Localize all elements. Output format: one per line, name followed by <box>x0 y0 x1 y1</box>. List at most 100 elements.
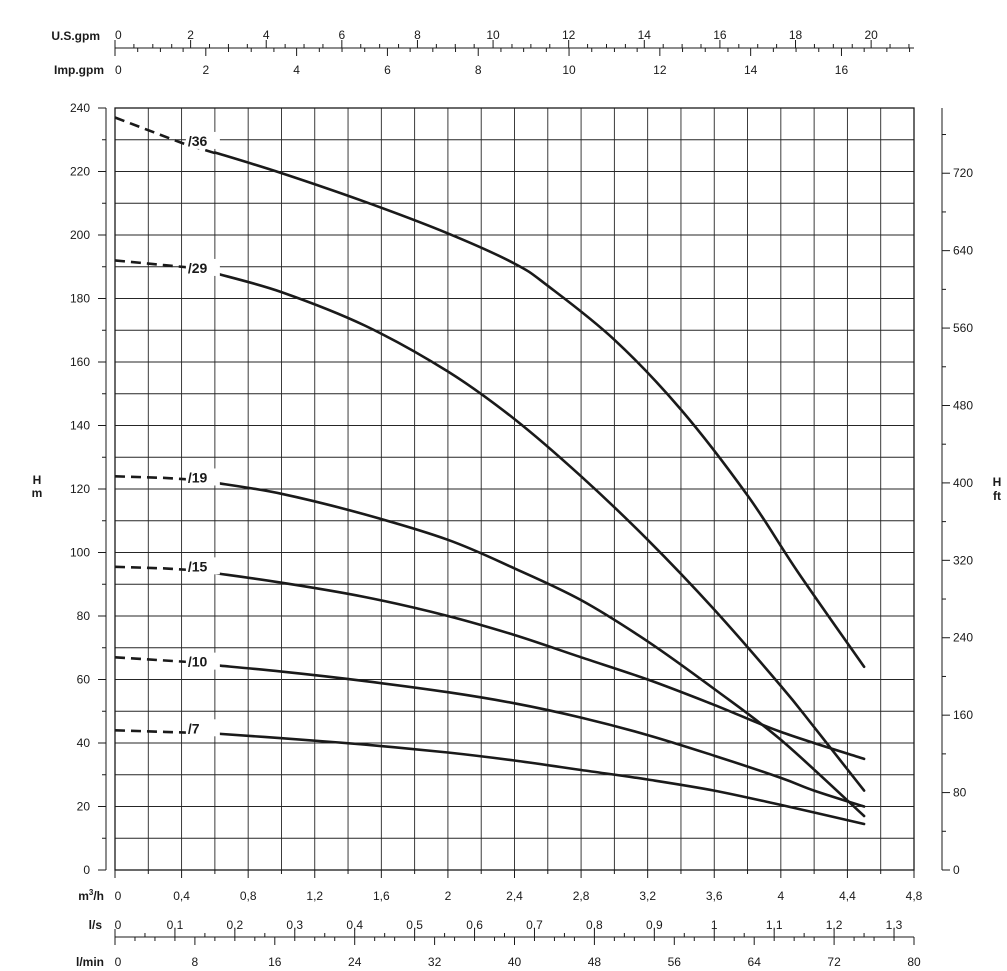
us-gpm-scale-tick-label: 4 <box>263 28 270 42</box>
y-ft-title-h: H <box>993 475 1002 489</box>
lmin-tick-label: 56 <box>668 955 682 969</box>
lmin-tick-label: 16 <box>268 955 282 969</box>
imp-gpm-scale-tick-label: 12 <box>653 63 667 77</box>
y-ft-tick-label: 0 <box>953 863 960 877</box>
ls-tick-label: 0,1 <box>167 918 184 932</box>
y-ft-tick-label: 720 <box>953 166 973 180</box>
lmin-tick-label: 72 <box>827 955 841 969</box>
ls-tick-label: 0,9 <box>646 918 663 932</box>
head-m-axis: 0 20 40 60 80 100 120 140 160 180 200 220 240 Hm <box>32 101 107 877</box>
curve-15-label: /15 <box>188 558 208 574</box>
lmin-tick-label: 8 <box>192 955 199 969</box>
x-tick-label: 2,4 <box>506 889 523 903</box>
y-ft-tick-label: 480 <box>953 398 973 412</box>
y-tick-label: 160 <box>70 355 90 369</box>
ls-tick-label: 1,2 <box>826 918 843 932</box>
us-gpm-scale-tick-label: 6 <box>338 28 345 42</box>
x-tick-label: 4,4 <box>839 889 856 903</box>
curve-7-line <box>213 732 866 826</box>
ls-tick-label: 0 <box>115 918 122 932</box>
curve-10-line <box>213 663 866 808</box>
us-gpm-scale-tick-label: 8 <box>414 28 421 42</box>
y-tick-label: 0 <box>83 863 90 877</box>
curve-15-label-bg <box>185 557 220 575</box>
x-tick-label: 1,2 <box>306 889 323 903</box>
ls-tick-label: 0,2 <box>227 918 244 932</box>
y-axis-title-h: H <box>33 473 42 487</box>
lmin-tick-label: 48 <box>588 955 602 969</box>
lmin-tick-label: 24 <box>348 955 362 969</box>
us-gpm-scale-tick-label: 12 <box>562 28 576 42</box>
imp-gpm-scale-tick-label: 2 <box>202 63 209 77</box>
us-gpm-scale-tick-label: 20 <box>864 28 878 42</box>
y-tick-label: 120 <box>70 482 90 496</box>
curve-29-line <box>213 271 866 792</box>
x-tick-label: 3,6 <box>706 889 723 903</box>
ls-tick-label: 1 <box>711 918 718 932</box>
imp-gpm-scale-tick-label: 10 <box>562 63 576 77</box>
head-ft-axis: 0 80 160 240 320 400 480 560 640 720 Hft <box>941 108 1002 877</box>
curve-19-line <box>213 481 866 818</box>
y-tick-label: 220 <box>70 165 90 179</box>
curve-19-label: /19 <box>188 469 208 485</box>
y-ft-tick-label: 160 <box>953 708 973 722</box>
x-tick-label: 0 <box>115 889 122 903</box>
y-tick-label: 240 <box>70 101 90 115</box>
us-gpm-scale-tick-label: 10 <box>486 28 500 42</box>
y-tick-label: 180 <box>70 292 90 306</box>
x-tick-label: 2,8 <box>573 889 590 903</box>
us-gpm-scale-tick-label: 16 <box>713 28 727 42</box>
imp-gpm-label: Imp.gpm <box>54 63 104 77</box>
y-tick-label: 200 <box>70 228 90 242</box>
y-tick-label: 100 <box>70 546 90 560</box>
ls-tick-label: 0,8 <box>586 918 603 932</box>
y-tick-label: 80 <box>77 609 91 623</box>
ls-tick-label: 0,3 <box>286 918 303 932</box>
x-axis-label: m3/h <box>78 888 104 903</box>
curve-29-label-bg <box>185 258 220 276</box>
imp-gpm-scale-tick-label: 4 <box>293 63 300 77</box>
y-ft-title-unit: ft <box>993 489 1001 503</box>
y-axis-title-unit: m <box>32 486 43 500</box>
us-gpm-scale-tick-label: 0 <box>115 28 122 42</box>
curve-15-line <box>213 571 866 761</box>
ls-tick-label: 0,5 <box>406 918 423 932</box>
us-gpm-scale-tick-label: 2 <box>187 28 194 42</box>
y-ft-tick-label: 640 <box>953 244 973 258</box>
ls-label: l/s <box>89 918 103 932</box>
imp-gpm-scale-tick-label: 16 <box>835 63 849 77</box>
curve-10-label-bg <box>185 652 220 670</box>
chart-grid <box>114 107 915 871</box>
y-ft-tick-label: 560 <box>953 321 973 335</box>
imp-gpm-scale-tick-label: 14 <box>744 63 758 77</box>
x-tick-label: 4 <box>777 889 784 903</box>
pump-curves: /36/29/19/15/10/7 <box>114 116 866 826</box>
x-tick-label: 4,8 <box>906 889 923 903</box>
y-ft-tick-label: 400 <box>953 476 973 490</box>
y-tick-label: 20 <box>77 800 91 814</box>
curve-10-label: /10 <box>188 654 208 670</box>
y-tick-label: 40 <box>77 736 91 750</box>
curve-7-label-bg <box>185 719 220 737</box>
y-tick-label: 60 <box>77 673 91 687</box>
y-tick-label: 140 <box>70 419 90 433</box>
curve-36-label: /36 <box>188 133 208 149</box>
x-tick-label: 1,6 <box>373 889 390 903</box>
curve-36-label-bg <box>185 131 220 149</box>
x-tick-label: 2 <box>445 889 452 903</box>
curve-19-label-bg <box>185 468 220 486</box>
x-tick-label: 3,2 <box>639 889 656 903</box>
y-ft-tick-label: 80 <box>953 786 967 800</box>
y-ft-tick-label: 320 <box>953 553 973 567</box>
curve-29-label: /29 <box>188 260 208 276</box>
bottom-flow-scales: 0 0,4 0,8 1,2 1,6 2 2,4 2,8 3,2 3,6 4 4,4 4,8 m3/h 0 0,… <box>76 869 923 969</box>
us-gpm-label: U.S.gpm <box>51 29 100 43</box>
curve-36-line <box>213 151 866 669</box>
lmin-label: l/min <box>76 955 104 969</box>
ls-tick-label: 0,6 <box>466 918 483 932</box>
imp-gpm-scale-tick-label: 8 <box>475 63 482 77</box>
imp-gpm-scale-tick-label: 0 <box>115 63 122 77</box>
ls-tick-label: 1,3 <box>886 918 903 932</box>
lmin-tick-label: 80 <box>907 955 921 969</box>
